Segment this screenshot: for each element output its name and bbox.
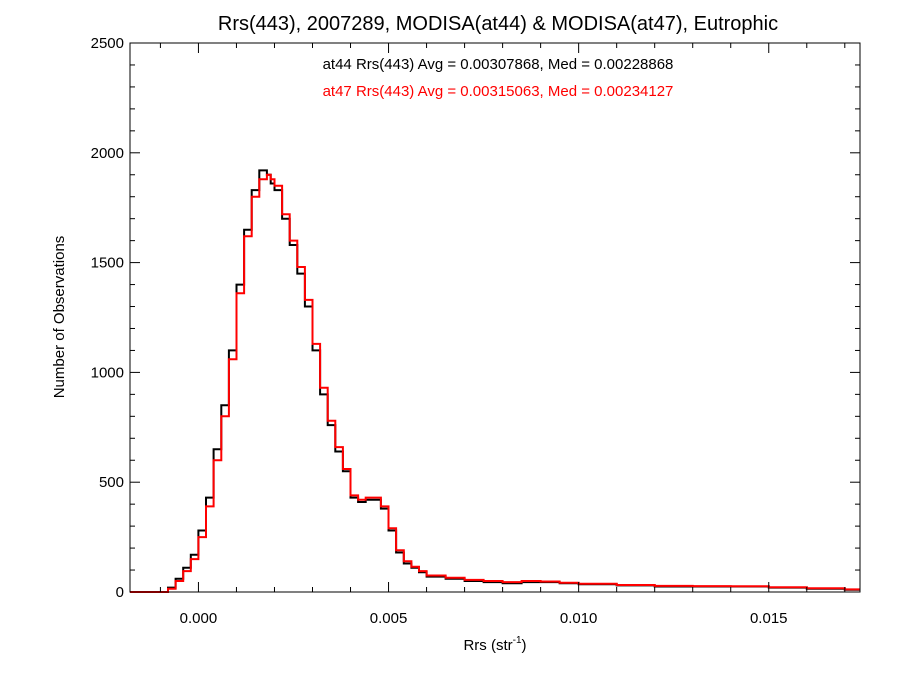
- y-tick-label: 1500: [91, 255, 124, 272]
- annotations: at44 Rrs(443) Avg = 0.00307868, Med = 0.…: [323, 56, 674, 100]
- plot-frame: [129, 42, 861, 593]
- x-axis-label: Rrs (str-1): [463, 635, 526, 654]
- series-0-line: [130, 169, 860, 593]
- y-tick-label: 2000: [91, 145, 124, 162]
- ticks-layer: 0.000 0.005 0.010 0.015 0 500 1000 1500 2000 2500: [91, 35, 860, 627]
- x-tick-label: 0.000: [180, 610, 218, 627]
- x-tick-label: 0.005: [370, 610, 408, 627]
- y-tick-label: 1000: [91, 364, 124, 381]
- x-axis-label-close: ): [522, 637, 527, 654]
- x-tick-label: 0.010: [560, 610, 598, 627]
- chart-title: Rrs(443), 2007289, MODISA(at44) & MODISA…: [218, 13, 778, 35]
- series-layer: [130, 169, 860, 593]
- annotation-at44: at44 Rrs(443) Avg = 0.00307868, Med = 0.…: [323, 56, 674, 73]
- x-axis-label-main: Rrs (str: [463, 637, 512, 654]
- y-tick-label: 2500: [91, 35, 124, 52]
- y-axis-label: Number of Observations: [51, 236, 68, 399]
- x-axis-label-exponent: -1: [513, 635, 522, 646]
- y-tick-label: 0: [116, 584, 124, 601]
- x-tick-label: 0.015: [750, 610, 788, 627]
- y-tick-label: 500: [99, 474, 124, 491]
- series-1-line: [130, 173, 860, 593]
- annotation-at47: at47 Rrs(443) Avg = 0.00315063, Med = 0.…: [323, 83, 674, 100]
